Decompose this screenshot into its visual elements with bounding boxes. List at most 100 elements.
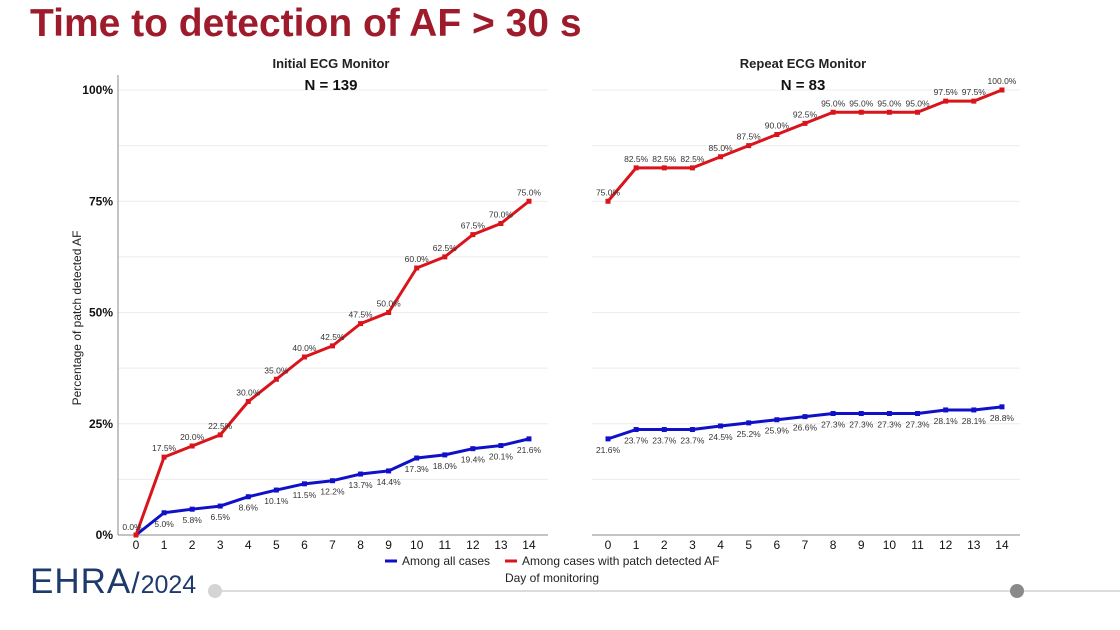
x-tick-label: 1 <box>161 538 168 552</box>
data-label: 24.5% <box>709 432 734 442</box>
data-label: 8.6% <box>239 503 259 513</box>
data-label: 12.2% <box>320 487 345 497</box>
data-point <box>498 443 504 449</box>
data-point <box>329 478 335 484</box>
data-label: 11.5% <box>293 490 317 500</box>
x-tick-label: 6 <box>301 538 308 552</box>
footer-bar <box>208 584 1120 598</box>
data-point <box>442 452 448 458</box>
data-point <box>605 436 611 442</box>
ehra-logo: EHRA/2024 <box>30 562 197 601</box>
data-label: 23.7% <box>680 436 705 446</box>
data-point <box>498 221 504 226</box>
data-point <box>802 120 808 126</box>
data-point <box>633 427 639 433</box>
data-label: 6.5% <box>211 512 231 522</box>
data-point <box>915 411 921 417</box>
data-point <box>633 165 639 171</box>
y-tick-label: 0% <box>96 528 114 542</box>
data-point <box>971 98 977 104</box>
x-tick-label: 9 <box>385 538 392 552</box>
x-tick-label: 6 <box>773 538 780 552</box>
panel-title: Initial ECG Monitor <box>273 56 390 71</box>
x-tick-label: 3 <box>689 538 696 552</box>
panel-initial: 0%25%50%75%100%0 1 2 3 4 5 6 7 8 9 10 11 12 13 14Initi… <box>82 56 548 552</box>
data-label: 10.1% <box>264 496 289 506</box>
data-label: 23.7% <box>652 436 677 446</box>
data-label: 100.0% <box>988 76 1017 86</box>
data-label: 27.3% <box>821 420 846 430</box>
x-tick-label: 4 <box>717 538 724 552</box>
data-point <box>971 407 977 413</box>
data-label: 95.0% <box>821 98 846 108</box>
data-point <box>189 506 195 512</box>
x-tick-label: 11 <box>911 538 924 552</box>
data-point <box>999 87 1005 93</box>
data-label: 47.5% <box>349 310 374 320</box>
x-tick-label: 12 <box>466 538 480 552</box>
data-label: 20.0% <box>180 432 205 442</box>
data-point <box>329 343 335 349</box>
data-label: 27.3% <box>877 420 902 430</box>
data-point <box>774 417 780 423</box>
x-tick-label: 8 <box>357 538 364 552</box>
data-point <box>661 165 667 171</box>
y-tick-label: 75% <box>89 194 113 208</box>
data-label: 27.3% <box>849 420 874 430</box>
data-label: 95.0% <box>849 98 874 108</box>
data-point <box>386 310 392 315</box>
data-label: 20.1% <box>489 452 514 462</box>
data-label: 95.0% <box>905 98 930 108</box>
legend: Among all cases Among cases with patch d… <box>385 554 719 568</box>
data-label: 35.0% <box>264 365 289 375</box>
data-label: 18.0% <box>433 461 458 471</box>
legend-label-af-cases: Among cases with patch detected AF <box>522 554 719 568</box>
data-point <box>689 165 695 171</box>
data-label: 28.1% <box>934 416 959 426</box>
data-point <box>746 143 752 149</box>
data-label: 60.0% <box>405 254 430 264</box>
data-point <box>886 109 892 115</box>
data-point <box>301 481 307 487</box>
panel-title: Repeat ECG Monitor <box>740 56 866 71</box>
legend-label-all-cases: Among all cases <box>402 554 490 568</box>
data-point <box>301 354 307 360</box>
data-label: 75.0% <box>596 187 621 197</box>
data-label: 13.7% <box>349 480 374 490</box>
x-tick-label: 7 <box>802 538 809 552</box>
y-tick-label: 50% <box>89 306 113 320</box>
panel-subtitle: N = 83 <box>781 77 826 94</box>
x-tick-label: 11 <box>439 538 452 552</box>
footer-dot-right <box>1010 584 1024 598</box>
footer-dot-left <box>208 584 222 598</box>
data-point <box>470 446 476 452</box>
data-point <box>915 109 921 115</box>
x-tick-label: 9 <box>858 538 865 552</box>
x-tick-label: 3 <box>217 538 224 552</box>
data-label: 28.1% <box>962 416 987 426</box>
data-point <box>470 232 476 238</box>
data-label: 82.5% <box>680 154 705 164</box>
data-point <box>718 154 724 160</box>
data-point <box>830 411 836 417</box>
y-tick-label: 100% <box>82 83 113 97</box>
data-label: 97.5% <box>934 87 959 97</box>
slide-title: Time to detection of AF > 30 s <box>30 2 582 45</box>
data-point <box>999 404 1005 410</box>
y-tick-label: 25% <box>89 417 113 431</box>
data-point <box>689 427 695 433</box>
x-axis-label: Day of monitoring <box>505 571 599 585</box>
data-label: 17.3% <box>405 464 430 474</box>
data-label: 75.0% <box>517 187 542 197</box>
data-point <box>245 494 251 500</box>
data-point <box>830 109 836 115</box>
y-axis-label: Percentage of patch detected AF <box>70 231 84 406</box>
data-label: 70.0% <box>489 210 514 220</box>
x-tick-label: 8 <box>830 538 837 552</box>
data-label: 19.4% <box>461 455 486 465</box>
data-label: 28.8% <box>990 413 1015 423</box>
data-point <box>414 265 420 271</box>
data-point <box>774 132 780 137</box>
data-point <box>217 432 223 438</box>
